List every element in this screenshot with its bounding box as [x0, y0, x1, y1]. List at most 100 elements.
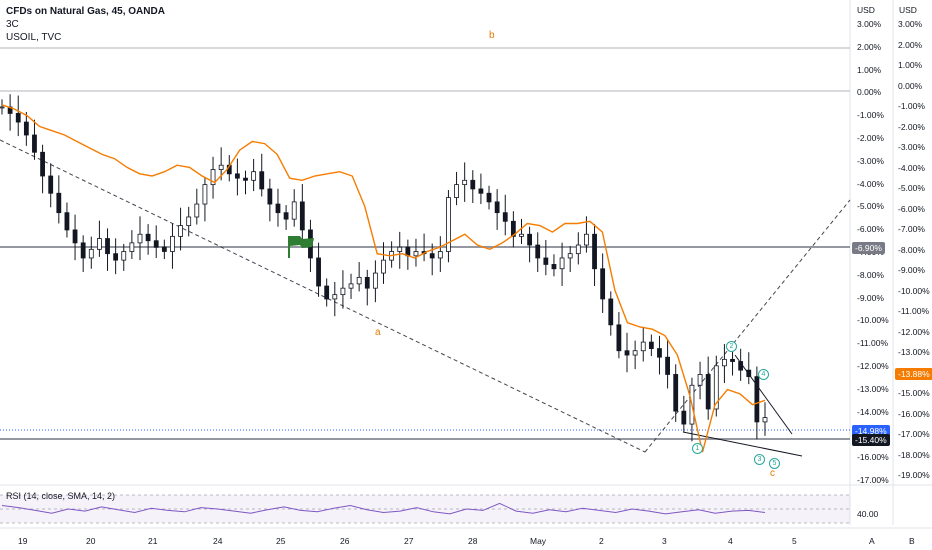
candle-body — [316, 257, 321, 287]
candle-body — [340, 287, 346, 296]
candle-body — [705, 374, 711, 410]
legend-line-3[interactable]: USOIL, TVC — [6, 32, 62, 43]
right-axis-tick: -2.00% — [898, 121, 925, 132]
candle-body — [559, 257, 565, 270]
usoil-comparison-line[interactable] — [1, 104, 766, 453]
candle-body — [202, 184, 208, 205]
candle-body — [746, 369, 752, 378]
candle-body — [413, 251, 419, 257]
level-tag-690[interactable]: -6.90% — [852, 242, 885, 254]
dashed-trendline-up[interactable] — [644, 199, 851, 453]
candle-body — [535, 244, 541, 259]
left-axis-tick: -16.00% — [857, 452, 889, 463]
candle-body — [478, 188, 484, 194]
left-axis-tick: -5.00% — [857, 201, 884, 212]
candle-body — [283, 212, 289, 220]
time-axis-label: 28 — [468, 536, 478, 546]
candle-body — [494, 201, 500, 214]
scale-mode-button[interactable]: B — [909, 536, 915, 546]
right-axis-tick: -12.00% — [898, 326, 930, 337]
right-axis-tick: 2.00% — [898, 39, 923, 50]
right-axis-tick: -15.00% — [898, 388, 930, 398]
wedge-lower-line[interactable] — [682, 431, 803, 457]
time-axis-label: 24 — [213, 536, 223, 546]
right-axis-currency[interactable]: USD — [899, 5, 917, 15]
wave-label-c[interactable]: c — [770, 468, 775, 479]
candle-body — [145, 233, 151, 242]
candle-body — [364, 276, 370, 289]
candle-body — [129, 242, 135, 252]
left-axis-tick: -11.00% — [857, 338, 889, 349]
candle-body — [446, 197, 451, 252]
legend-line-2[interactable]: 3C — [6, 19, 19, 30]
wave-count-5[interactable]: 5 — [769, 458, 780, 469]
wedge-upper-line[interactable] — [734, 354, 793, 435]
candle-body — [32, 134, 37, 153]
level-tag-1540[interactable]: -15.40% — [852, 434, 890, 446]
candle-body — [543, 257, 549, 265]
wave-count-4[interactable]: 4 — [758, 369, 769, 380]
candle-body — [437, 251, 443, 259]
right-axis-tick: -19.00% — [898, 470, 930, 480]
candle-body — [624, 350, 630, 356]
candle-body — [640, 341, 646, 352]
candle-body — [332, 294, 338, 300]
candle-body — [673, 374, 679, 412]
left-axis-tick: 2.00% — [857, 41, 882, 52]
left-axis-tick: -10.00% — [857, 315, 889, 326]
left-axis-tick: -1.00% — [857, 110, 884, 121]
left-axis-currency[interactable]: USD — [857, 5, 875, 15]
legend-symbol[interactable]: CFDs on Natural Gas, 45, OANDA — [6, 6, 165, 17]
candle-body — [519, 233, 524, 237]
candle-body — [186, 216, 192, 227]
right-axis-tick: -13.00% — [898, 347, 930, 357]
time-axis-label: 19 — [18, 536, 28, 546]
candle-body — [291, 201, 297, 220]
right-axis-tick: -1.00% — [898, 101, 925, 111]
time-axis-label: 27 — [404, 536, 414, 546]
left-axis-tick: -12.00% — [857, 361, 889, 371]
candle-body — [48, 175, 54, 194]
candle-body — [632, 350, 638, 356]
left-axis-tick: -14.00% — [857, 406, 889, 417]
time-axis-label: 21 — [148, 536, 158, 546]
wave-count-2[interactable]: 2 — [726, 341, 737, 352]
candle-body — [178, 225, 183, 237]
time-axis-label: 25 — [276, 536, 286, 546]
right-axis-tick: 0.00% — [898, 80, 923, 91]
candle-body — [754, 376, 760, 423]
candle-body — [397, 246, 403, 252]
candle-body — [348, 283, 354, 289]
rsi-legend[interactable]: RSI (14, close, SMA, 14, 2) — [6, 491, 116, 501]
candle-body — [0, 106, 5, 109]
wave-count-3[interactable]: 3 — [754, 454, 765, 465]
time-axis-label: May — [530, 536, 547, 546]
left-axis-tick: 1.00% — [857, 64, 882, 75]
wave-label-a[interactable]: a — [375, 327, 381, 338]
orange-last-tag[interactable]: -13.88% — [895, 368, 932, 380]
wave-count-1[interactable]: 1 — [692, 443, 703, 454]
candle-body — [608, 298, 614, 326]
left-axis-tick: -4.00% — [857, 178, 884, 189]
candle-body — [299, 201, 305, 231]
candle-body — [600, 268, 606, 300]
chart-legend: CFDs on Natural Gas, 45, OANDA 3C USOIL,… — [6, 5, 165, 44]
candle-body — [486, 192, 492, 203]
rsi-line[interactable] — [1, 502, 766, 515]
candle-body — [275, 203, 281, 214]
dashed-trendline-down[interactable] — [0, 139, 646, 453]
candle-body — [527, 233, 533, 246]
candle-body — [697, 374, 703, 386]
wave-label-b[interactable]: b — [489, 30, 495, 41]
candle-body — [194, 203, 200, 218]
auto-scale-button[interactable]: A — [869, 536, 875, 546]
left-axis-tick: -13.00% — [857, 383, 889, 394]
rsi-axis-value[interactable]: 40.00 — [857, 509, 879, 519]
candle-body — [665, 356, 670, 375]
flag-icon[interactable] — [288, 236, 314, 258]
candle-body — [105, 238, 110, 255]
time-axis-label: 5 — [792, 536, 797, 546]
candle-body — [567, 253, 573, 259]
candle-body — [592, 233, 597, 270]
